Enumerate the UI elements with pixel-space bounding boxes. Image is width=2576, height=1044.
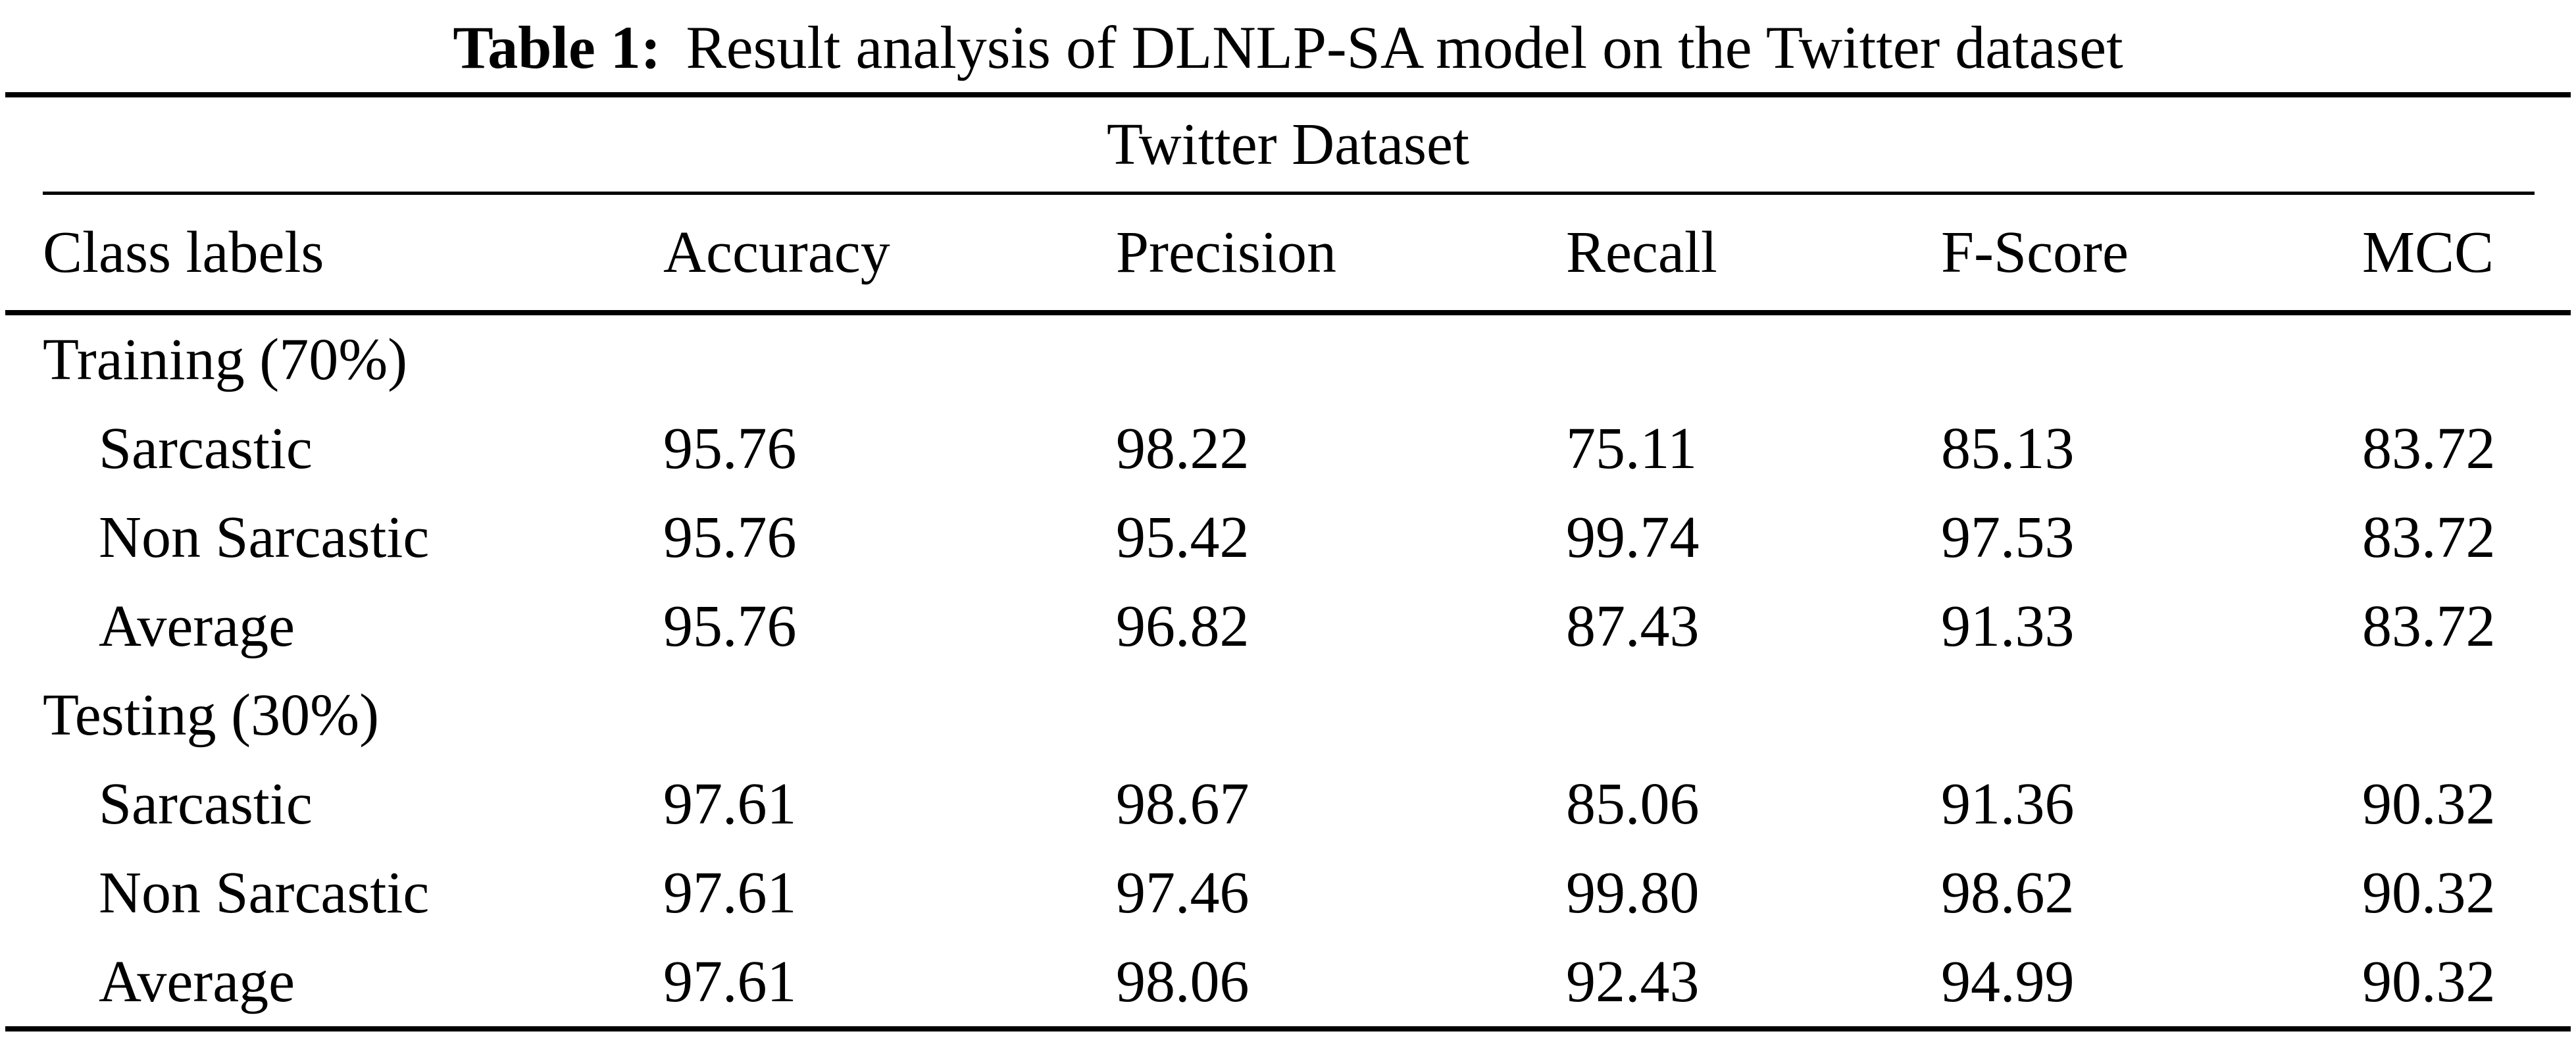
cell-accuracy: 97.61 <box>663 949 797 1014</box>
row-label: Non Sarcastic <box>99 505 430 570</box>
data-row-training-non-sarcastic: Non Sarcastic 95.76 95.42 99.74 97.53 83… <box>5 493 2571 582</box>
data-row-training-average: Average 95.76 96.82 87.43 91.33 83.72 <box>5 582 2571 671</box>
rule-bottom <box>5 1026 2571 1031</box>
data-row-testing-sarcastic: Sarcastic 97.61 98.67 85.06 91.36 90.32 <box>5 760 2571 848</box>
row-label: Sarcastic <box>99 416 313 481</box>
cell-mcc: 83.72 <box>2362 505 2496 570</box>
table-caption: Table 1: Result analysis of DLNLP-SA mode… <box>0 7 2576 89</box>
cell-mcc: 83.72 <box>2362 594 2496 659</box>
table-caption-text: Result analysis of DLNLP-SA model on the… <box>686 14 2123 81</box>
data-row-testing-average: Average 97.61 98.06 92.43 94.99 90.32 <box>5 937 2571 1026</box>
rule-under-span-header <box>43 192 2535 195</box>
cell-fscore: 97.53 <box>1941 505 2075 570</box>
cell-precision: 95.42 <box>1116 505 1250 570</box>
data-row-training-sarcastic: Sarcastic 95.76 98.22 75.11 85.13 83.72 <box>5 404 2571 493</box>
cell-mcc: 90.32 <box>2362 860 2496 926</box>
table-caption-number: Table 1: <box>453 14 661 81</box>
column-header-class-labels: Class labels <box>43 220 324 285</box>
row-label: Average <box>99 949 295 1014</box>
column-header-accuracy: Accuracy <box>663 220 890 285</box>
cell-mcc: 90.32 <box>2362 949 2496 1014</box>
cell-precision: 98.22 <box>1116 416 1250 481</box>
cell-accuracy: 95.76 <box>663 505 797 570</box>
column-header-recall: Recall <box>1566 220 1717 285</box>
cell-recall: 92.43 <box>1566 949 1700 1014</box>
cell-accuracy: 95.76 <box>663 594 797 659</box>
cell-precision: 98.06 <box>1116 949 1250 1014</box>
cell-fscore: 85.13 <box>1941 416 2075 481</box>
cell-precision: 98.67 <box>1116 771 1250 837</box>
row-label: Average <box>99 594 295 659</box>
section-label: Testing (30%) <box>43 683 380 748</box>
column-header-row: Class labels Accuracy Precision Recall F… <box>5 195 2571 310</box>
cell-recall: 75.11 <box>1566 416 1698 481</box>
dataset-span-header: Twitter Dataset <box>1107 112 1469 177</box>
rule-top <box>5 92 2571 97</box>
cell-mcc: 90.32 <box>2362 771 2496 837</box>
cell-fscore: 94.99 <box>1941 949 2075 1014</box>
row-label: Non Sarcastic <box>99 860 430 926</box>
cell-recall: 85.06 <box>1566 771 1700 837</box>
cell-fscore: 91.36 <box>1941 771 2075 837</box>
cell-fscore: 98.62 <box>1941 860 2075 926</box>
data-row-testing-non-sarcastic: Non Sarcastic 97.61 97.46 99.80 98.62 90… <box>5 848 2571 937</box>
cell-accuracy: 97.61 <box>663 771 797 837</box>
cell-recall: 99.74 <box>1566 505 1700 570</box>
section-row-training: Training (70%) <box>5 315 2571 404</box>
column-header-fscore: F-Score <box>1941 220 2129 285</box>
cell-accuracy: 97.61 <box>663 860 797 926</box>
cell-fscore: 91.33 <box>1941 594 2075 659</box>
section-row-testing: Testing (30%) <box>5 671 2571 760</box>
cell-recall: 99.80 <box>1566 860 1700 926</box>
column-header-mcc: MCC <box>2362 220 2494 285</box>
row-label: Sarcastic <box>99 771 313 837</box>
cell-recall: 87.43 <box>1566 594 1700 659</box>
results-table: Twitter Dataset Class labels Accuracy Pr… <box>5 92 2571 1031</box>
cell-precision: 97.46 <box>1116 860 1250 926</box>
cell-mcc: 83.72 <box>2362 416 2496 481</box>
column-header-precision: Precision <box>1116 220 1336 285</box>
section-label: Training (70%) <box>43 327 408 392</box>
rule-under-header <box>5 310 2571 315</box>
cell-precision: 96.82 <box>1116 594 1250 659</box>
cell-accuracy: 95.76 <box>663 416 797 481</box>
